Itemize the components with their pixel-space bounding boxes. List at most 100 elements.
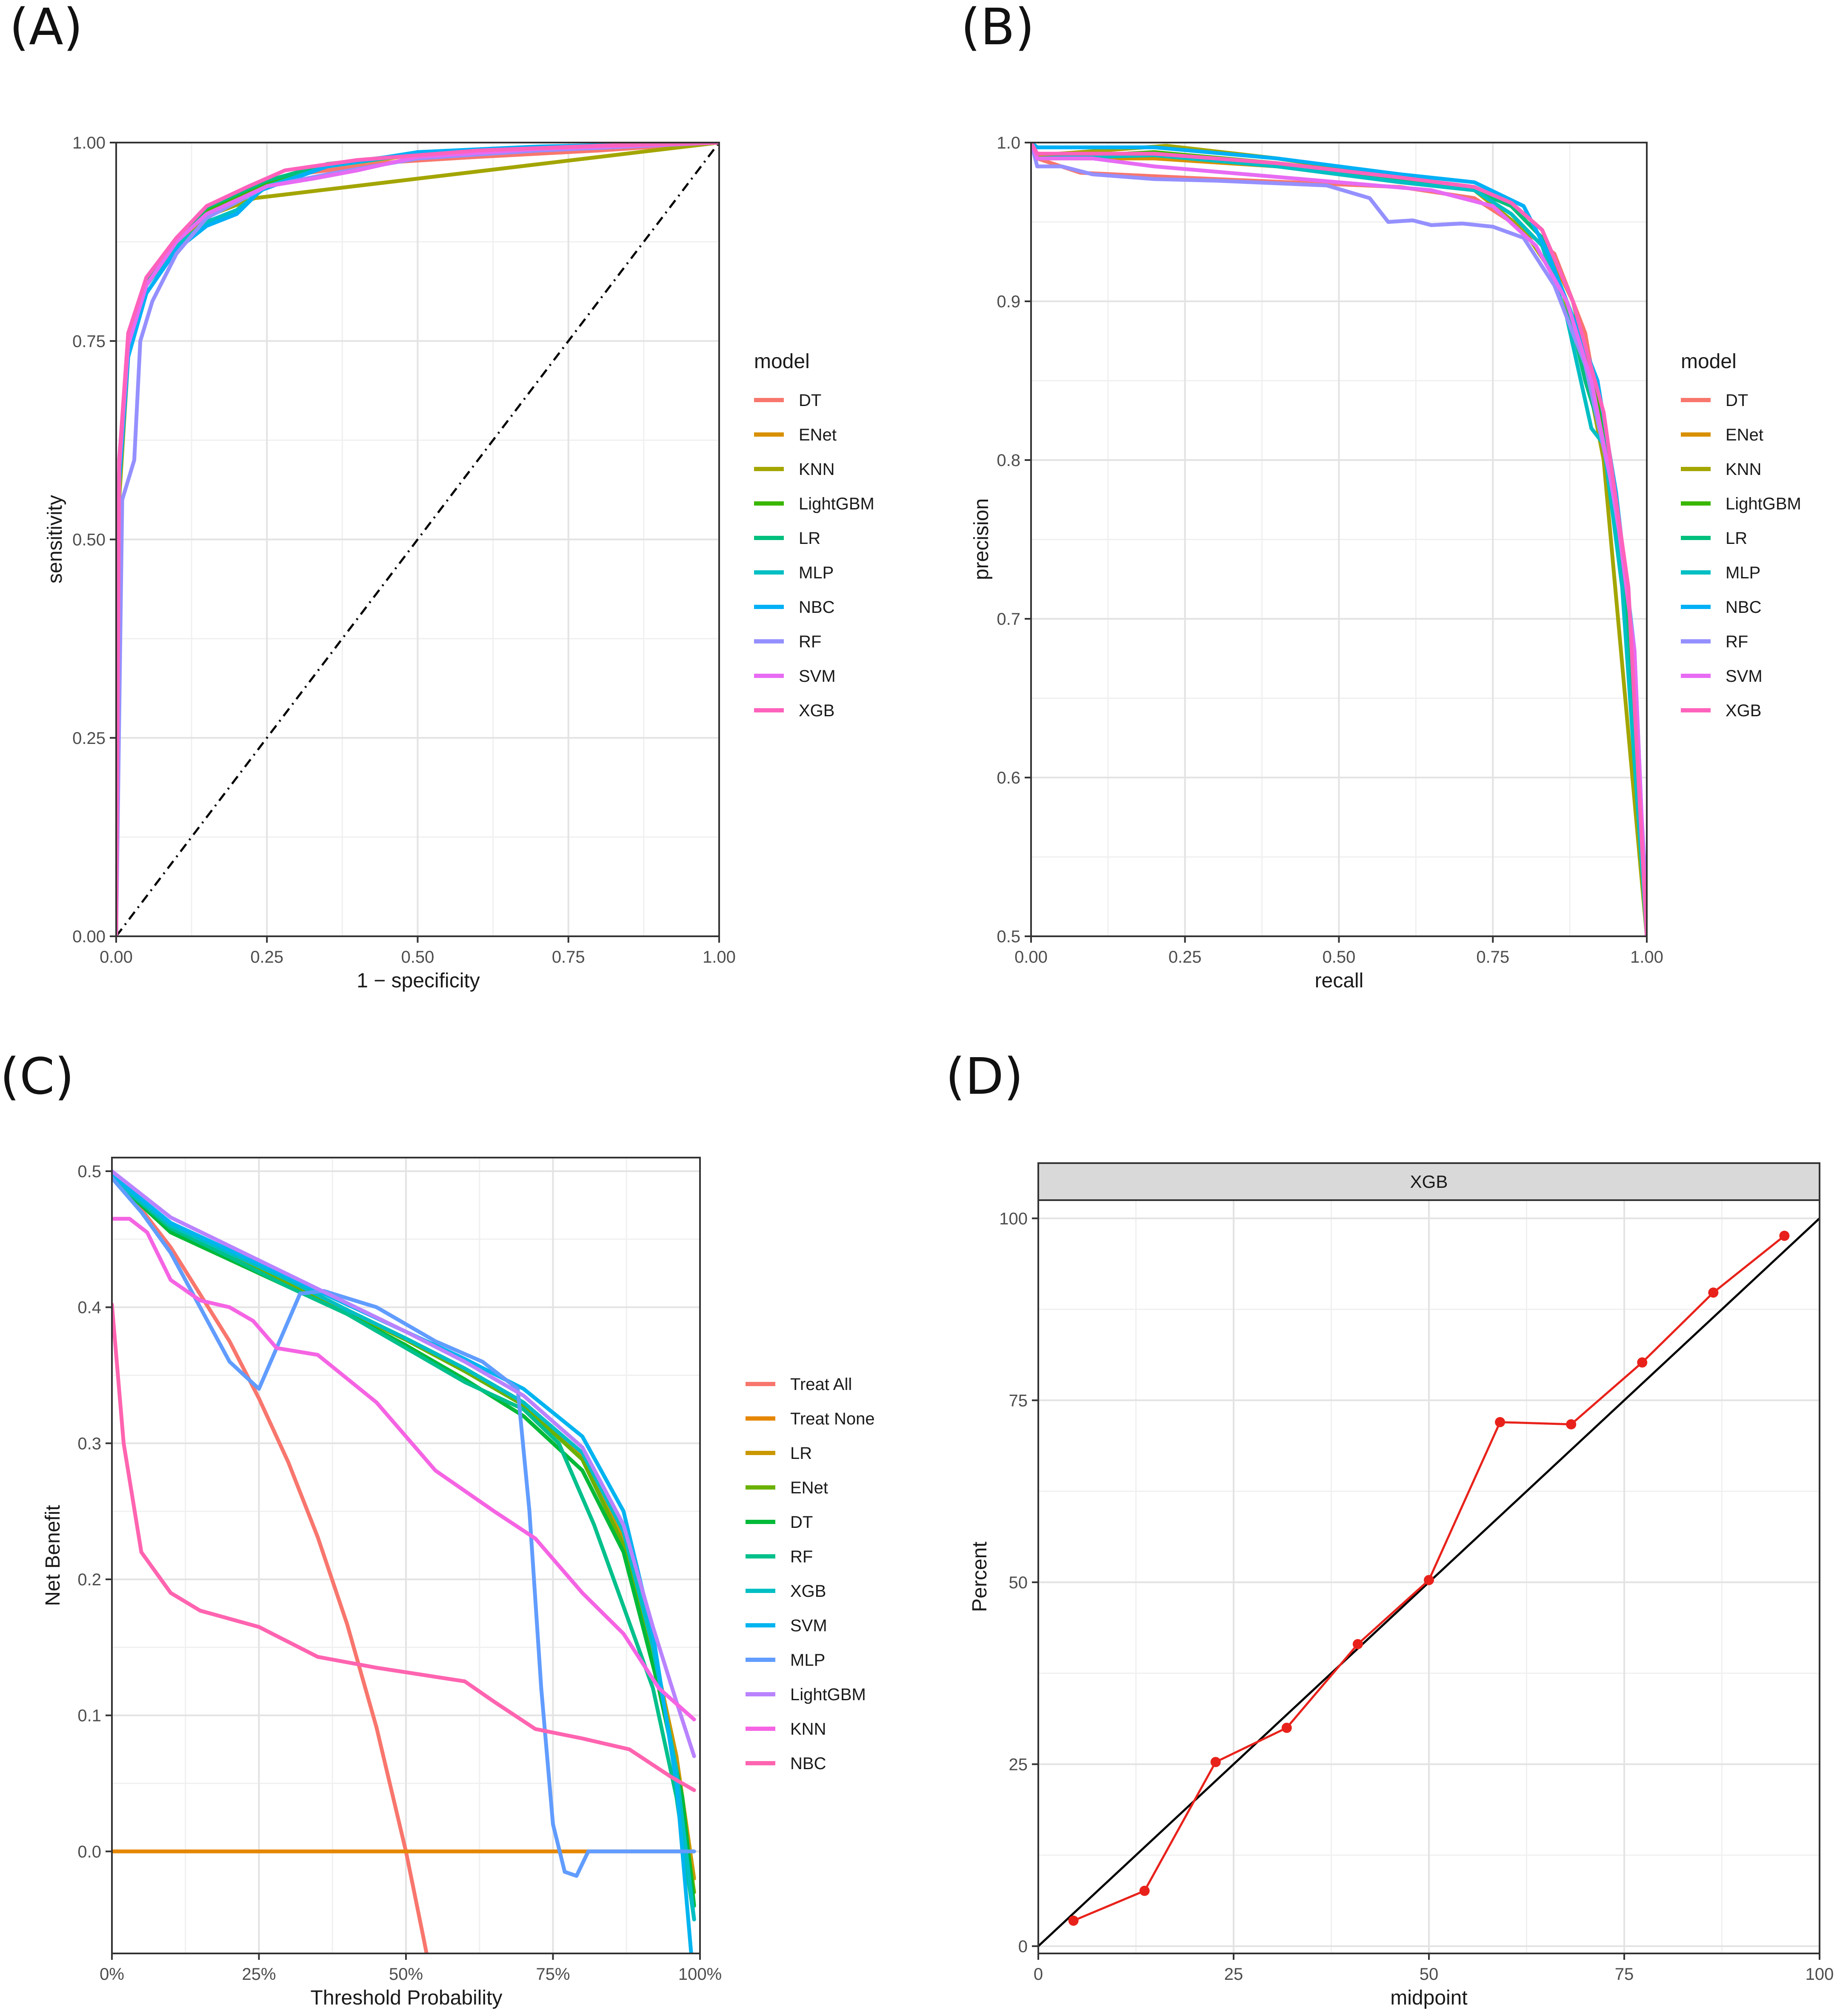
panel-a-y-tick-label: 0.75: [72, 332, 106, 351]
panel-d-data-point: [1139, 1885, 1150, 1896]
panel-c-series-line-lightgbm: [112, 1169, 696, 1758]
panel-b-y-tick-label: 0.8: [997, 451, 1020, 470]
panel-b-x-tick-label: 0.75: [1476, 948, 1509, 967]
panel-c-y-tick-label: 0.5: [77, 1162, 101, 1181]
panel-b-legend-label: SVM: [1726, 667, 1763, 686]
panel-a-y-tick-label: 0.50: [72, 531, 106, 549]
panel-c-legend-label: LightGBM: [790, 1685, 866, 1704]
panel-c-legend-label: SVM: [790, 1616, 827, 1635]
panel-c-decision-curve: 0% 25% 50% 75% 100% 0.0 0.1 0.2 0.3 0.4 0.5 Thresho…: [42, 1157, 875, 2009]
panel-c-x-axis-title: Threshold Probability: [311, 1987, 503, 2009]
panel-b-x-tick-label: 0.50: [1323, 948, 1356, 967]
panel-b-legend-title: model: [1681, 350, 1737, 373]
panel-a-legend-label: NBC: [799, 598, 834, 617]
panel-b-legend-label: LightGBM: [1726, 495, 1801, 513]
panel-a-legend-label: ENet: [799, 426, 837, 444]
panel-b-x-axis-title: recall: [1315, 969, 1364, 992]
panel-b-y-tick-label: 1.0: [997, 134, 1020, 152]
panel-d-data-point: [1210, 1757, 1221, 1767]
panel-a-x-tick-label: 0.75: [552, 948, 585, 967]
panel-a-reference-line: [116, 143, 719, 936]
panel-b-y-tick-label: 0.7: [997, 610, 1020, 629]
panel-d-y-tick-label: 100: [999, 1210, 1028, 1228]
panel-a-legend-label: SVM: [799, 667, 836, 686]
panel-c-x-tick-label: 50%: [389, 1965, 423, 1984]
panel-d-x-tick-label: 75: [1615, 1965, 1634, 1984]
panel-b-legend-label: XGB: [1726, 701, 1761, 720]
panel-d-y-axis-title: Percent: [968, 1541, 991, 1612]
panel-d-x-tick-label: 0: [1034, 1965, 1043, 1984]
panel-d-x-axis-title: midpoint: [1390, 1987, 1467, 2009]
panel-c-series-line-nbc: [112, 1302, 696, 1792]
panel-b-legend-label: ENet: [1726, 426, 1763, 444]
panel-a-y-tick-label: 1.00: [72, 134, 106, 152]
panel-a-x-tick-label: 0.50: [401, 948, 434, 967]
panel-a-series-line-xgb: [116, 143, 719, 936]
panel-b-pr-chart: 0.00 0.25 0.50 0.75 1.00 0.5 0.6 0.7 0.8 0.9 1.0 re…: [970, 134, 1801, 992]
panel-a-roc-chart: 0.00 0.25 0.50 0.75 1.00 0.00 0.25 0.50 0.75 1.00…: [44, 134, 874, 992]
panel-a-legend-title: model: [754, 350, 810, 373]
panel-d-data-point: [1068, 1916, 1079, 1926]
panel-b-y-tick-label: 0.5: [997, 927, 1020, 946]
panel-c-y-tick-label: 0.1: [77, 1707, 101, 1725]
panel-c-y-tick-label: 0.2: [77, 1570, 101, 1589]
panel-d-y-tick-label: 25: [1009, 1755, 1028, 1774]
panel-b-y-axis-title: precision: [970, 498, 993, 580]
panel-a-y-axis-title: sensitivity: [44, 495, 66, 583]
panel-c-series-line-xgb: [112, 1176, 696, 1922]
panel-d-y-tick-label: 0: [1018, 1937, 1028, 1956]
panel-b-series-line-xgb: [1031, 143, 1647, 936]
panel-a-plot-area: [116, 143, 719, 936]
panel-d-data-point: [1281, 1722, 1292, 1733]
panel-d-label: (D): [946, 1047, 1023, 1106]
panel-b-y-tick-label: 0.6: [997, 769, 1020, 787]
panel-c-series-line-mlp: [112, 1176, 696, 1878]
panel-c-legend-label: KNN: [790, 1720, 826, 1739]
panel-b-y-tick-label: 0.9: [997, 292, 1020, 311]
panel-c-plot-area: [112, 1169, 696, 1953]
panel-b-legend-label: RF: [1726, 632, 1748, 651]
panel-d-plot-area: [1038, 1217, 1820, 1947]
panel-c-series-line-svm: [112, 1173, 693, 1953]
panel-a-legend-label: MLP: [799, 563, 834, 582]
panel-d-x-tick-label: 100: [1806, 1965, 1834, 1984]
panel-b-x-tick-label: 1.00: [1630, 948, 1663, 967]
panel-a-legend-label: KNN: [799, 460, 834, 479]
panel-c-legend-label: XGB: [790, 1582, 826, 1601]
panel-c-legend-label: RF: [790, 1547, 813, 1566]
panel-c-legend-label: NBC: [790, 1754, 826, 1773]
panel-d-calibration-chart: 0 25 50 75 100 0 25 50 75 100 midpoint Percent: [968, 1199, 1834, 2009]
panel-d-data-point: [1352, 1639, 1363, 1650]
panel-c-series-line-knn: [112, 1217, 696, 1721]
panel-b-series-line-svm: [1031, 143, 1647, 936]
panel-b-x-tick-label: 0.25: [1168, 948, 1202, 967]
panel-c-y-tick-label: 0.0: [77, 1842, 101, 1861]
panel-a-y-tick-label: 0.25: [72, 729, 106, 748]
panel-d-data-point: [1495, 1417, 1506, 1427]
panel-b-legend-label: LR: [1726, 529, 1747, 548]
panel-a-legend-label: RF: [799, 632, 821, 651]
panel-c-x-tick-label: 25%: [242, 1965, 276, 1984]
panel-c-legend-label: Treat All: [790, 1375, 852, 1394]
panel-c-x-tick-label: 75%: [536, 1965, 570, 1984]
panel-a-legend-label: LR: [799, 529, 820, 548]
panel-b-legend-label: NBC: [1726, 598, 1761, 617]
panel-c-legend-label: LR: [790, 1444, 812, 1463]
panel-d-data-point: [1424, 1575, 1434, 1585]
panel-a-x-axis-title: 1 − specificity: [357, 969, 480, 992]
panel-c-y-axis-title: Net Benefit: [42, 1505, 64, 1606]
panel-c-y-tick-label: 0.4: [77, 1298, 101, 1317]
panel-d-x-tick-label: 25: [1224, 1965, 1243, 1984]
panel-c-label: (C): [0, 1047, 74, 1106]
panel-c-x-tick-label: 0%: [100, 1965, 124, 1984]
panel-c-x-tick-label: 100%: [678, 1965, 722, 1984]
panel-a-label: (A): [9, 0, 83, 56]
panel-d-facet-strip: [1037, 1162, 1820, 1201]
panel-d-data-point: [1637, 1357, 1648, 1368]
panel-d-data-point: [1779, 1230, 1790, 1241]
panel-d-y-tick-label: 50: [1009, 1573, 1028, 1592]
panel-b-x-tick-label: 0.00: [1014, 948, 1048, 967]
panel-b-legend-label: DT: [1726, 391, 1748, 410]
panel-a-x-tick-label: 0.25: [250, 948, 283, 967]
